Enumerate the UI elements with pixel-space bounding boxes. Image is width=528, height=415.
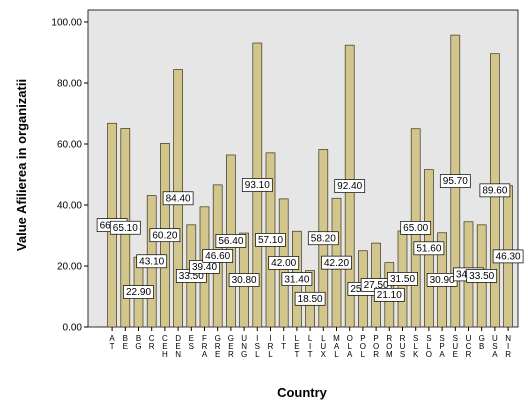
x-tick-label: ES [187,334,196,350]
x-tick-label: DEN [174,334,183,358]
value-label: 58.20 [311,233,336,244]
x-tick-label: SLK [411,334,420,358]
value-label-box [413,241,445,256]
x-tick-label: LET [292,334,301,358]
value-label-box [281,272,313,286]
value-label: 84.40 [166,193,191,204]
x-tick-label: POL [358,334,367,358]
value-label-box [268,256,300,270]
value-label: 42.00 [271,258,296,269]
x-tick-label: ROM [385,334,394,358]
y-axis-label: Value Afilierea in organizatii [14,79,29,251]
value-label-box [479,183,511,198]
value-label-box [387,272,418,286]
value-label: 18.50 [298,294,323,305]
value-label-box [202,249,234,263]
x-tick-label: CEH [160,334,169,358]
x-tick-label: POR [372,334,381,358]
value-label: 89.60 [482,186,507,197]
value-label-box [149,228,181,243]
value-label-box [162,191,194,206]
value-label: 60.20 [152,230,177,241]
x-tick-label: LIT [306,334,315,358]
value-label: 65.10 [113,223,138,234]
value-label: 27.50 [364,280,389,291]
value-label: 43.10 [139,256,164,267]
value-label-box [255,233,286,247]
value-label: 46.30 [496,252,521,263]
value-label-box [400,221,432,235]
value-label: 33.50 [469,271,494,282]
value-label-box [321,255,352,270]
value-label-box [439,174,471,188]
value-label: 33.50 [179,271,204,282]
x-tick-label: NIR [504,334,513,358]
x-tick-label: BG [134,334,143,350]
x-tick-label: UNG [240,334,249,358]
x-axis-label: Country [277,385,328,400]
value-label: 46.60 [205,251,230,262]
y-tick-label: 80.00 [57,79,82,90]
value-label: 51.60 [416,243,441,254]
x-tick-label: ISL [253,334,262,358]
x-tick-label: GER [226,334,235,358]
value-label-box [294,291,326,306]
value-label: 30.80 [232,275,257,286]
value-label-box [307,231,339,246]
value-label-box [109,220,141,235]
x-tick-label: GB [477,334,486,350]
x-tick-label: USA [490,334,499,358]
x-tick-label: LUX [319,334,328,358]
y-tick-label: 0.00 [63,323,83,334]
x-tick-label: SPA [438,334,447,358]
x-tick-label: IRL [266,334,275,358]
value-label-box [334,179,366,193]
value-label-box [228,273,260,287]
value-label: 93.10 [245,180,270,191]
x-tick-label: BE [121,334,130,350]
x-tick-label: RUS [398,334,407,358]
value-label: 65.00 [403,223,428,234]
x-tick-label: CR [147,334,156,350]
x-tick-label: GRE [213,334,222,358]
value-label-box [492,249,524,264]
x-tick-label: IT [279,334,288,350]
y-tick-label: 40.00 [57,201,82,212]
value-label: 30.90 [430,275,455,286]
value-label-box [241,178,273,192]
value-label: 92.40 [337,181,362,192]
y-tick-label: 60.00 [57,140,82,151]
value-label: 31.50 [390,274,415,285]
value-label-box [215,234,247,248]
x-tick-label: SLO [424,334,433,358]
value-label: 42.20 [324,258,349,269]
value-label-box [466,269,498,283]
x-tick-label: UCR [464,334,473,358]
x-tick-label: AT [108,334,117,350]
x-tick-label: OLA [345,334,354,358]
x-tick-label: MAL [332,334,341,358]
x-tick-label: FRA [200,334,209,358]
value-label: 39.40 [192,262,217,273]
value-label: 95.70 [443,176,468,187]
y-tick-label: 100.00 [51,18,82,29]
value-label-box [123,285,154,299]
y-tick-label: 20.00 [57,262,82,273]
value-label-box [373,287,405,302]
x-tick-label: SUE [451,334,460,358]
value-label: 56.40 [218,236,243,247]
value-label: 21.10 [377,290,402,301]
value-label: 57.10 [258,235,283,246]
value-label: 31.40 [284,274,309,285]
value-label-box [136,254,168,269]
value-label: 22.90 [126,287,151,298]
